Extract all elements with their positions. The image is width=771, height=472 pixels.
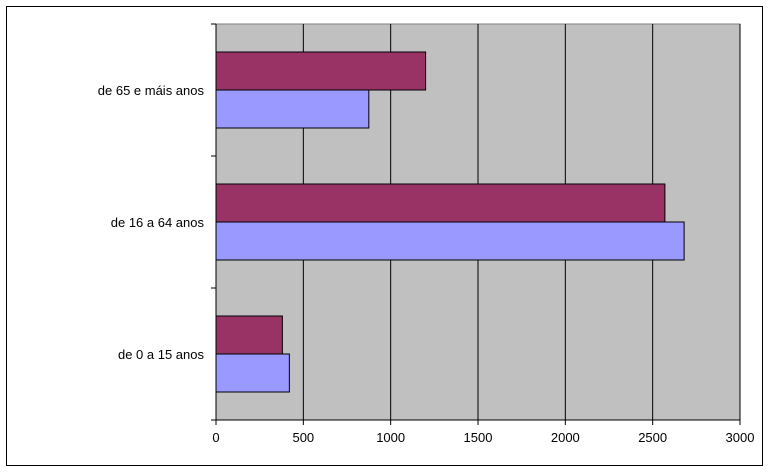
bar bbox=[215, 183, 666, 223]
labels: 0 500 1000 1500 2000 2500 3000 de 65 e máis ano… bbox=[98, 83, 755, 445]
bar bbox=[215, 315, 283, 355]
x-tick-label: 500 bbox=[292, 430, 314, 445]
category-label: de 65 e máis anos bbox=[98, 83, 205, 98]
x-tick-label: 1000 bbox=[376, 430, 405, 445]
bar bbox=[215, 89, 370, 129]
x-tick-label: 3000 bbox=[726, 430, 755, 445]
bar bbox=[215, 51, 427, 91]
axes bbox=[211, 23, 741, 425]
bars bbox=[215, 51, 685, 393]
x-tick-label: 1500 bbox=[464, 430, 493, 445]
category-label: de 16 a 64 anos bbox=[111, 215, 205, 230]
x-tick-label: 2500 bbox=[638, 430, 667, 445]
x-tick-label: 0 bbox=[212, 430, 219, 445]
category-label: de 0 a 15 anos bbox=[118, 347, 205, 362]
bar bbox=[215, 353, 290, 393]
x-tick-label: 2000 bbox=[551, 430, 580, 445]
bar bbox=[215, 221, 685, 261]
